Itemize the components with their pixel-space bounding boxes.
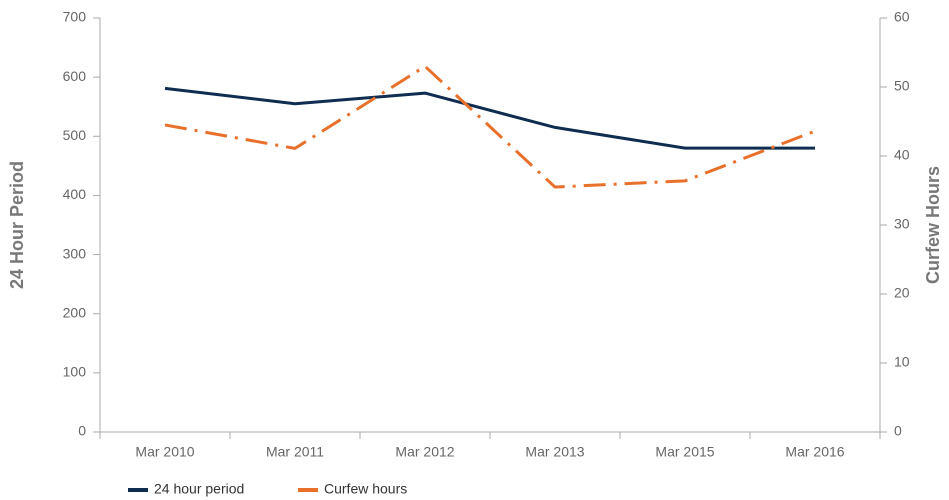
y2-axis-title: Curfew Hours: [923, 166, 943, 284]
y2-tick-label: 10: [894, 354, 910, 370]
y-tick-label: 100: [63, 364, 87, 380]
y-tick-label: 0: [78, 423, 86, 439]
x-tick-label: Mar 2010: [135, 444, 194, 460]
y-axis-title: 24 Hour Period: [7, 161, 27, 289]
legend-label: Curfew hours: [324, 481, 407, 497]
line-series: [164, 86, 815, 150]
legend-label: 24 hour period: [154, 481, 244, 497]
x-tick-label: Mar 2012: [395, 444, 454, 460]
y2-tick-label: 0: [894, 423, 902, 439]
y-tick-label: 200: [63, 304, 87, 320]
y2-tick-label: 20: [894, 285, 910, 301]
x-tick-label: Mar 2015: [655, 444, 714, 460]
y2-tick-label: 30: [894, 216, 910, 232]
y-tick-label: 300: [63, 245, 87, 261]
x-tick-label: Mar 2013: [525, 444, 584, 460]
y2-tick-label: 60: [894, 9, 910, 25]
x-tick-label: Mar 2016: [785, 444, 844, 460]
y2-tick-label: 40: [894, 147, 910, 163]
y-tick-label: 600: [63, 68, 87, 84]
x-tick-label: Mar 2011: [266, 444, 324, 460]
y-tick-label: 400: [63, 186, 87, 202]
y2-tick-label: 50: [894, 78, 910, 94]
y-tick-label: 500: [63, 127, 87, 143]
line-series: [164, 64, 816, 189]
y-tick-label: 700: [63, 9, 87, 25]
